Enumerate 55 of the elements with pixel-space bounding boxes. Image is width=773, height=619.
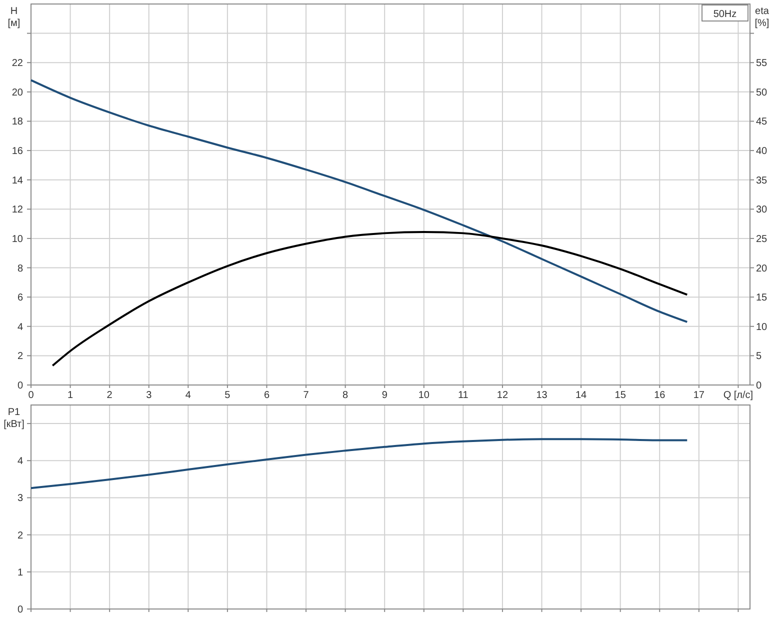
y2-tick-label: 5 [756,351,762,362]
y-axis-title: P1 [кВт] [4,407,25,430]
y2-tick-label: 35 [756,175,768,186]
x-tick-label: 0 [28,390,34,401]
y-tick-label: 20 [12,87,24,98]
y-tick-label: 16 [12,146,24,158]
x-tick-label: 15 [614,390,626,401]
y2-axis-title: eta [%] [754,6,770,29]
y-tick-label: 0 [17,604,24,616]
x-tick-label: 12 [496,390,508,401]
y-tick-label: 2 [17,351,24,362]
x-tick-label: 9 [382,390,388,401]
y-tick-label: 4 [17,322,24,333]
y-tick-label: 22 [12,58,24,70]
y-tick-label: 4 [17,456,24,468]
x-tick-label: 4 [185,390,192,401]
y2-tick-label: 55 [756,58,768,70]
x-tick-label: 5 [224,390,231,401]
x-tick-label: 7 [303,390,310,401]
y-tick-label: 6 [17,292,24,304]
x-tick-label: 17 [693,390,705,401]
y-axis-title: H [м] [8,6,20,29]
y-tick-label: 1 [17,567,24,578]
y-tick-label: 0 [17,380,24,392]
y-tick-label: 14 [12,175,24,186]
y-tick-label: 2 [17,530,24,542]
y2-tick-label: 15 [756,292,768,304]
line-series [30,438,688,490]
y2-tick-label: 50 [756,87,768,98]
x-tick-label: 16 [654,390,666,401]
y2-tick-label: 40 [756,146,768,158]
y-tick-label: 18 [12,116,24,128]
x-tick-label: 3 [146,390,152,401]
x-tick-label: 6 [264,390,270,401]
x-tick-label: 13 [536,390,548,401]
x-tick-label: 11 [458,390,469,401]
y-tick-label: 12 [12,204,24,216]
y2-tick-label: 20 [756,263,768,274]
y-tick-label: 8 [17,263,24,274]
y-tick-label: 3 [17,493,24,504]
x-tick-label: 14 [575,390,588,401]
y2-tick-label: 10 [756,322,768,333]
y2-tick-label: 25 [756,234,768,245]
line-series [52,231,688,367]
x-tick-label: 2 [106,390,113,401]
x-tick-label: 8 [342,390,349,401]
annotation: 50Hz [713,9,737,20]
x-tick-label: 1 [68,390,74,401]
line-series [30,79,688,323]
y2-tick-label: 45 [756,116,768,128]
y2-tick-label: 30 [756,204,768,216]
x-tick-label: 10 [418,390,430,401]
x-axis-title: Q [л/с] [723,390,754,401]
y-tick-label: 10 [12,234,24,245]
y2-tick-label: 0 [756,380,762,392]
